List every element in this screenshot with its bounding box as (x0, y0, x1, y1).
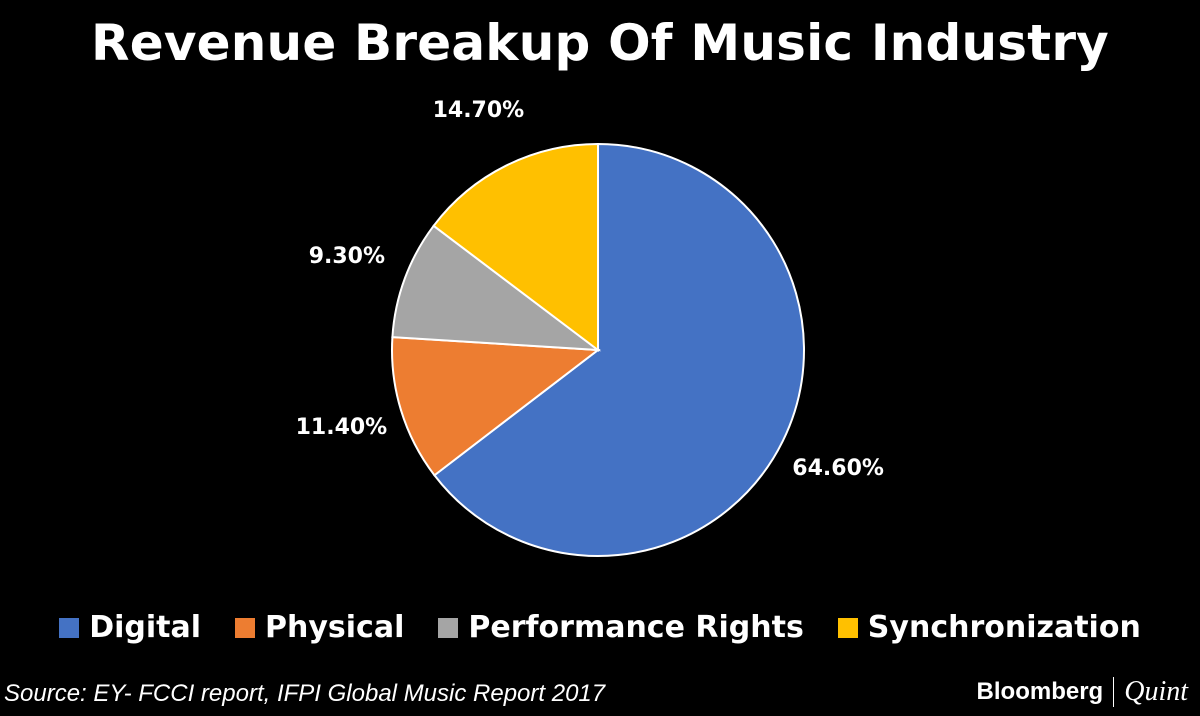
data-label-physical: 11.40% (295, 415, 388, 441)
legend-item-performance-rights: Performance Rights (438, 610, 804, 645)
legend-item-physical: Physical (235, 610, 404, 645)
brand-bloomberg: Bloomberg (976, 678, 1104, 705)
legend-label-physical: Physical (265, 610, 405, 645)
pie-slice-performance-rights (391, 224, 602, 352)
brand-logo: Bloomberg Quint (977, 676, 1188, 708)
brand-quint: Quint (1124, 676, 1188, 707)
source-note: Source: EY- FCCI report, IFPI Global Mus… (4, 680, 606, 707)
legend-item-synchronization: Synchronization (837, 610, 1141, 645)
legend-label-synchronization: Synchronization (867, 610, 1141, 645)
legend-swatch-synchronization (837, 617, 858, 638)
data-label-synchronization: 14.70% (432, 97, 525, 123)
data-label-digital: 64.60% (792, 456, 884, 482)
brand-divider (1113, 677, 1115, 707)
chart-title: Revenue Breakup Of Music Industry (91, 14, 1109, 72)
legend-swatch-digital (59, 617, 80, 638)
data-label-performance-rights: 9.30% (308, 244, 386, 270)
legend-label-digital: Digital (89, 610, 201, 645)
legend-swatch-performance-rights (438, 617, 459, 638)
legend-item-digital: Digital (59, 610, 201, 645)
pie-slice-digital (433, 142, 805, 557)
legend-label-performance-rights: Performance Rights (468, 610, 804, 645)
pie-slice-synchronization (432, 142, 599, 353)
legend: Digital Physical Performance Rights Sync… (0, 610, 1200, 645)
pie-slice-physical (391, 336, 601, 477)
legend-swatch-physical (235, 617, 255, 638)
